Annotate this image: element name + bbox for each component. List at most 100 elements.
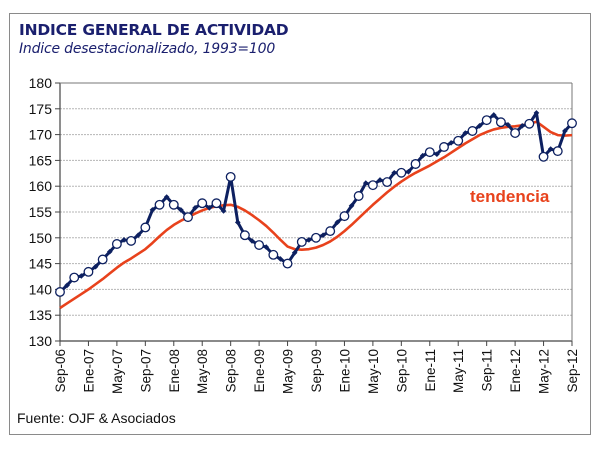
data-point — [197, 198, 208, 209]
x-tick-label: May-09 — [281, 349, 296, 394]
data-point — [505, 121, 511, 128]
data-point — [78, 273, 85, 279]
data-point — [424, 147, 435, 158]
x-tick-label: May-11 — [451, 349, 466, 393]
data-point — [183, 212, 193, 223]
data-point — [325, 226, 336, 237]
data-point — [106, 248, 113, 255]
x-tick-label: May-10 — [366, 349, 381, 394]
y-tick-label: 160 — [29, 178, 53, 194]
y-tick-label: 140 — [29, 281, 53, 297]
data-point — [206, 205, 213, 211]
chart-source: Fuente: OJF & Asociados — [17, 410, 176, 426]
x-tick-label: May-07 — [110, 349, 125, 394]
x-tick-label: Ene-11 — [423, 349, 438, 392]
data-point — [362, 180, 369, 186]
data-point — [149, 207, 156, 213]
data-point — [476, 122, 483, 129]
x-tick-label: Ene-08 — [167, 349, 182, 393]
data-point — [92, 263, 99, 270]
data-point — [396, 167, 407, 178]
data-point — [519, 122, 526, 129]
data-point — [453, 135, 464, 146]
data-point — [547, 146, 554, 152]
data-point — [405, 168, 412, 175]
x-tick-label: Sep-06 — [53, 349, 68, 393]
data-point — [481, 115, 492, 126]
data-point — [64, 282, 70, 289]
data-point — [462, 130, 469, 136]
data-point — [562, 128, 568, 134]
data-point — [192, 205, 198, 211]
data-point — [533, 110, 540, 116]
data-point — [239, 230, 250, 241]
y-tick-label: 170 — [29, 127, 53, 143]
data-point — [291, 249, 298, 256]
y-tick-label: 175 — [29, 101, 53, 117]
data-point — [121, 237, 127, 243]
y-tick-label: 145 — [29, 256, 53, 272]
y-tick-label: 165 — [29, 152, 53, 168]
data-point — [367, 180, 378, 191]
data-point — [410, 159, 421, 169]
data-point — [140, 222, 151, 233]
data-point — [339, 211, 350, 222]
x-tick-label: May-12 — [537, 349, 552, 394]
data-point — [135, 232, 142, 239]
data-point — [211, 198, 222, 209]
data-point — [490, 112, 497, 118]
data-point — [434, 151, 440, 158]
data-point — [277, 256, 284, 262]
x-tick-label: Sep-09 — [309, 349, 324, 393]
x-tick-label: Ene-10 — [337, 349, 352, 393]
data-point — [83, 266, 94, 277]
data-point — [334, 219, 341, 226]
data-point — [97, 254, 108, 265]
y-tick-label: 150 — [29, 230, 53, 246]
data-point — [382, 177, 393, 188]
x-tick-label: Sep-08 — [224, 349, 239, 393]
data-point — [567, 118, 577, 129]
data-point — [467, 126, 478, 136]
data-point — [311, 232, 321, 243]
data-point — [510, 128, 521, 139]
x-tick-label: Ene-12 — [508, 349, 523, 393]
x-tick-label: Sep-07 — [138, 349, 153, 393]
y-tick-label: 180 — [29, 75, 53, 91]
data-point — [448, 140, 454, 146]
data-point — [234, 219, 241, 226]
data-point — [296, 236, 307, 247]
x-tick-label: Ene-07 — [81, 349, 96, 393]
data-point — [391, 169, 398, 176]
x-tick-label: Sep-11 — [480, 349, 495, 392]
data-point — [524, 118, 535, 129]
data-point — [552, 146, 563, 157]
x-tick-label: Sep-12 — [565, 349, 580, 393]
chart-subtitle: Indice desestacionalizado, 1993=100 — [19, 41, 276, 57]
data-point — [168, 199, 179, 210]
data-point — [495, 117, 506, 128]
chart-title: INDICE GENERAL DE ACTIVIDAD — [19, 21, 289, 39]
data-point — [69, 272, 80, 283]
data-point — [55, 287, 65, 297]
data-point — [268, 249, 279, 260]
data-point — [377, 177, 383, 183]
data-point — [154, 199, 165, 210]
data-point — [306, 237, 312, 243]
data-point — [254, 240, 265, 250]
data-point — [163, 194, 170, 200]
data-point — [353, 191, 364, 201]
data-point — [126, 235, 137, 246]
x-tick-label: Sep-10 — [394, 349, 409, 393]
y-tick-label: 135 — [29, 307, 53, 323]
data-point — [419, 152, 426, 159]
data-point — [263, 244, 270, 250]
data-point — [439, 142, 449, 152]
data-point — [220, 208, 227, 214]
x-tick-label: May-08 — [195, 349, 210, 394]
data-point — [348, 202, 355, 209]
data-point — [178, 207, 184, 213]
data-point — [225, 171, 236, 182]
data-point — [282, 258, 293, 269]
